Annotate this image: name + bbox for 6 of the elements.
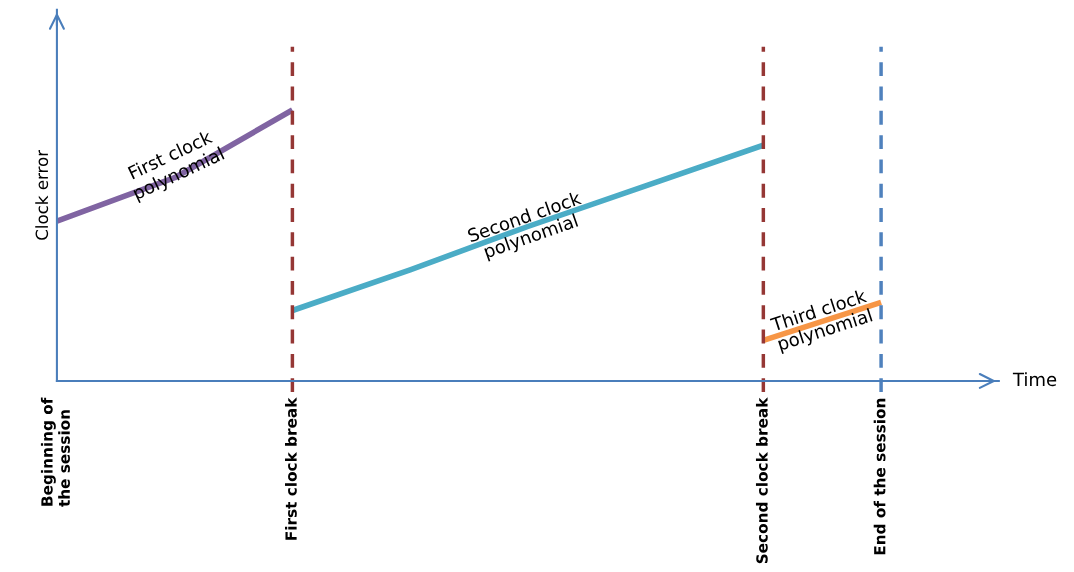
x-tick-label: First clock break [285,397,297,540]
x-tick-label: End of the session [873,398,886,555]
y-axis-title: Clock error [35,149,49,240]
x-axis-title: Time [1012,372,1057,387]
x-tick-label: Beginning of the session [40,397,70,507]
x-tick-label: Second clock break [755,397,768,564]
